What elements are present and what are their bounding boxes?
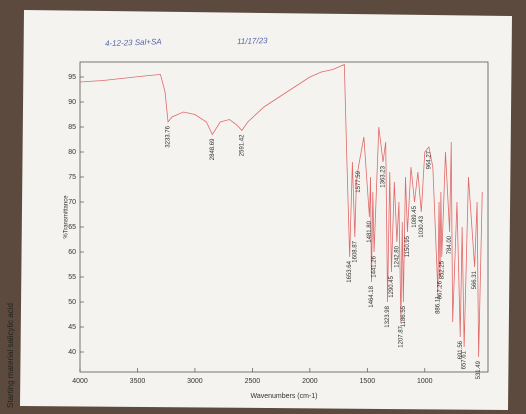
- x-tick-label: 3500: [130, 378, 146, 385]
- y-tick-label: 75: [68, 174, 76, 181]
- peak-label: 1089.45: [412, 205, 418, 227]
- handwritten-note: 4-12-23 Sal+SA: [105, 37, 162, 48]
- y-tick-label: 55: [68, 274, 76, 281]
- spectrum-line: [79, 63, 483, 358]
- peak-label: 1207.87: [398, 325, 404, 347]
- peak-label: 784.00: [447, 235, 453, 254]
- y-tick-label: 80: [68, 149, 76, 156]
- y-tick-label: 70: [68, 199, 76, 206]
- plot-frame: [79, 61, 489, 373]
- peak-label: 657.61: [462, 350, 468, 369]
- peak-label: 1242.80: [394, 245, 400, 267]
- x-tick-label: 1500: [360, 378, 376, 385]
- y-tick-label: 90: [68, 99, 76, 106]
- peak-label: 1363.23: [381, 165, 387, 187]
- peak-label: 1653.64: [347, 260, 353, 282]
- peak-label: 1608.87: [352, 240, 358, 262]
- peak-label: 1186.55: [401, 305, 407, 327]
- peak-label: 1577.59: [356, 170, 362, 192]
- peak-label: 566.31: [472, 270, 478, 289]
- paper: [20, 10, 512, 410]
- peak-label: 3233.76: [166, 125, 172, 147]
- handwritten-note: 11/17/23: [237, 36, 268, 46]
- peak-label: 886.11: [435, 295, 441, 314]
- peak-label: 1481.80: [367, 220, 373, 242]
- peak-label: 531.49: [476, 360, 482, 379]
- x-tick-label: 3000: [187, 378, 203, 385]
- peak-label: 1323.98: [385, 305, 391, 327]
- y-tick-label: 45: [68, 324, 76, 331]
- x-tick-label: 4000: [72, 378, 88, 385]
- y-tick-label: 95: [68, 74, 76, 81]
- x-tick-label: 2000: [302, 378, 318, 385]
- peak-label: 1464.18: [369, 285, 375, 307]
- peak-label: 1290.45: [389, 275, 395, 297]
- peak-label: 852.25: [439, 260, 445, 279]
- peak-label: 1150.95: [405, 235, 411, 257]
- x-axis-label: Wavenumbers (cm-1): [250, 393, 317, 400]
- side-note: Starting material salicylic acid: [6, 303, 15, 408]
- y-tick-label: 40: [68, 349, 76, 356]
- peak-label: 867.26: [438, 280, 444, 299]
- peak-label: 1441.26: [372, 255, 378, 277]
- peak-label: 2591.42: [239, 134, 245, 156]
- y-tick-label: 60: [68, 249, 76, 256]
- x-tick-label: 1000: [417, 378, 433, 385]
- y-axis-label: %Transmittance: [64, 195, 70, 239]
- x-tick-label: 2500: [245, 378, 261, 385]
- y-tick-label: 85: [68, 124, 76, 131]
- y-tick-label: 50: [68, 299, 76, 306]
- y-tick-label: 65: [68, 224, 76, 231]
- peak-label: 2848.69: [210, 138, 216, 160]
- peak-label: 964.27: [426, 150, 432, 169]
- peak-label: 1030.43: [419, 215, 425, 237]
- peak-label: 691.56: [458, 340, 464, 359]
